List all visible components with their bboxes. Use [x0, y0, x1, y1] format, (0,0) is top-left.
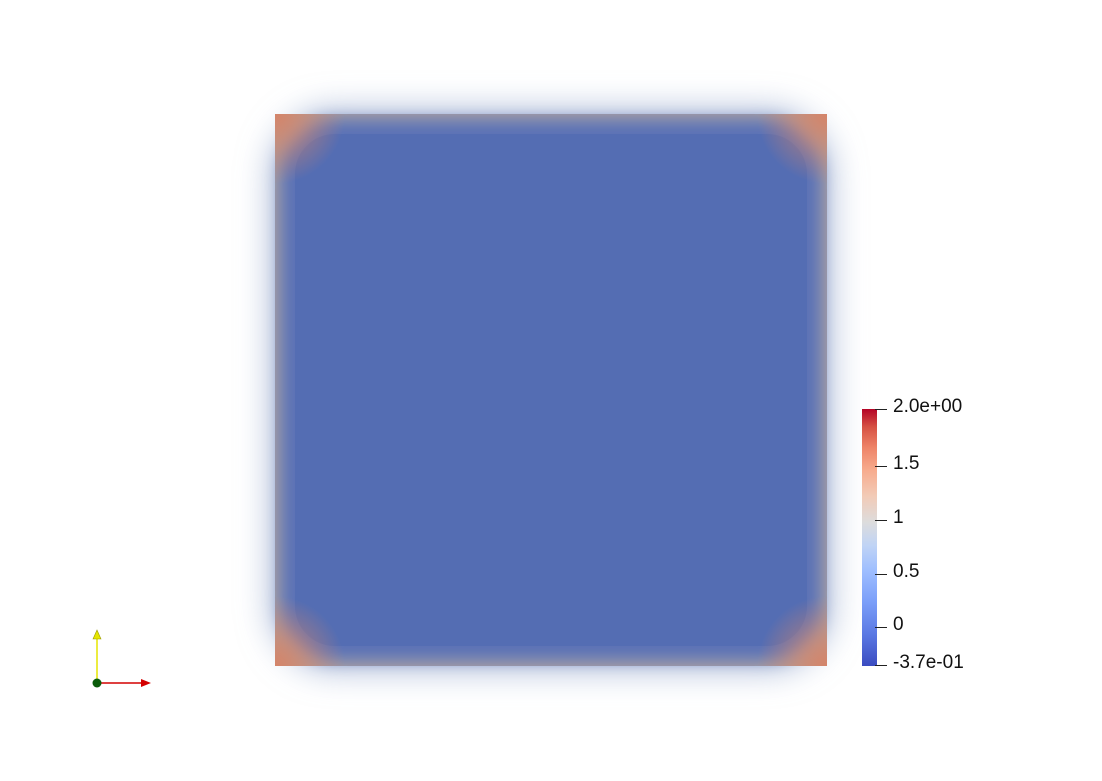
colorbar-tick-label: 1: [893, 507, 904, 528]
colorbar-tick-label: 0: [893, 614, 904, 635]
colorbar-max-label: 2.0e+00: [893, 396, 963, 417]
colorbar-tick-label: 1.5: [893, 453, 920, 474]
orientation-axes-icon: [92, 629, 151, 688]
colorbar-tick-max: [875, 409, 887, 410]
color-legend-bar: [862, 409, 877, 666]
scalar-field-plot: [275, 114, 827, 666]
colorbar-tick-1-5: [875, 466, 887, 467]
colorbar-min-label: -3.7e-01: [893, 652, 964, 673]
field-interior: [295, 134, 807, 646]
colorbar-tick-label: 0.5: [893, 561, 920, 582]
colorbar-tick-1: [875, 520, 887, 521]
x-axis-arrow-icon: [141, 679, 151, 687]
axes-origin-icon: [92, 678, 102, 688]
y-axis-arrow-icon: [92, 629, 102, 640]
colorbar-tick-0: [875, 627, 887, 628]
colorbar-tick-0-5: [875, 574, 887, 575]
colorbar-tick-min: [875, 665, 887, 666]
